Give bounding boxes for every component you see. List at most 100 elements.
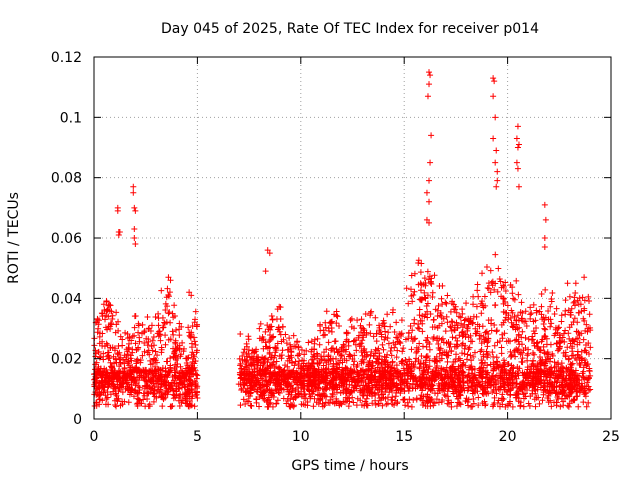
data-point: [357, 329, 364, 336]
data-point: [186, 377, 193, 384]
data-point: [321, 393, 328, 400]
data-point: [345, 338, 352, 345]
data-point: [586, 368, 593, 375]
data-point: [261, 355, 268, 362]
data-point: [424, 268, 431, 275]
data-point: [264, 397, 271, 404]
data-point: [333, 375, 340, 382]
data-point: [468, 403, 475, 410]
data-point: [284, 363, 291, 370]
data-point: [512, 337, 519, 344]
data-point: [119, 336, 126, 343]
data-point: [471, 373, 478, 380]
data-point: [547, 323, 554, 330]
data-point: [556, 382, 563, 389]
data-point: [490, 93, 497, 100]
data-point: [310, 356, 317, 363]
data-point: [276, 369, 283, 376]
data-point: [583, 362, 590, 369]
data-point: [156, 375, 163, 382]
data-point: [172, 394, 179, 401]
data-point: [507, 392, 514, 399]
data-point: [132, 207, 139, 214]
data-point: [434, 324, 441, 331]
data-point: [423, 189, 430, 196]
data-point: [176, 375, 183, 382]
data-point: [187, 333, 194, 340]
data-point: [431, 272, 438, 279]
data-point: [124, 348, 131, 355]
data-point: [295, 390, 302, 397]
data-point: [401, 375, 408, 382]
data-point: [237, 362, 244, 369]
data-point: [356, 389, 363, 396]
data-point: [269, 403, 276, 410]
data-point: [475, 293, 482, 300]
data-point: [414, 382, 421, 389]
data-point: [108, 380, 115, 387]
data-point: [111, 360, 118, 367]
data-point: [187, 334, 194, 341]
data-point: [569, 343, 576, 350]
data-point: [526, 382, 533, 389]
data-point: [412, 385, 419, 392]
data-point: [115, 351, 122, 358]
x-tick-label: 10: [292, 429, 310, 445]
data-point: [179, 339, 186, 346]
data-point: [542, 314, 549, 321]
data-point: [558, 368, 565, 375]
data-point: [398, 360, 405, 367]
data-point: [125, 344, 132, 351]
data-point: [419, 312, 426, 319]
data-point: [492, 159, 499, 166]
data-point: [186, 329, 193, 336]
data-point: [143, 335, 150, 342]
data-point: [561, 338, 568, 345]
data-point: [394, 347, 401, 354]
data-point: [500, 380, 507, 387]
data-point: [383, 401, 390, 408]
data-point: [132, 241, 139, 248]
data-point: [448, 347, 455, 354]
data-point: [541, 244, 548, 251]
data-point: [251, 357, 258, 364]
data-point: [570, 369, 577, 376]
data-point: [498, 321, 505, 328]
data-point: [493, 372, 500, 379]
data-point: [555, 324, 562, 331]
data-point: [450, 301, 457, 308]
data-point: [411, 375, 418, 382]
data-point: [513, 159, 520, 166]
data-point: [160, 324, 167, 331]
data-point: [574, 372, 581, 379]
data-point: [438, 368, 445, 375]
data-point: [332, 355, 339, 362]
data-point: [239, 353, 246, 360]
data-point: [338, 345, 345, 352]
data-point: [520, 391, 527, 398]
data-point: [361, 345, 368, 352]
data-point: [400, 345, 407, 352]
data-point: [331, 311, 338, 318]
data-point: [339, 359, 346, 366]
data-point: [551, 332, 558, 339]
data-point: [482, 383, 489, 390]
data-point: [400, 379, 407, 386]
data-point: [138, 369, 145, 376]
data-point: [405, 330, 412, 337]
data-point: [288, 359, 295, 366]
data-point: [469, 370, 476, 377]
data-point: [398, 385, 405, 392]
data-point: [300, 401, 307, 408]
data-point: [103, 340, 110, 347]
data-point: [511, 296, 518, 303]
data-point: [542, 216, 549, 223]
data-point: [137, 400, 144, 407]
data-point: [394, 399, 401, 406]
data-point: [467, 317, 474, 324]
data-point: [461, 345, 468, 352]
data-point: [408, 403, 415, 410]
data-point: [553, 389, 560, 396]
data-point: [430, 334, 437, 341]
data-point: [509, 290, 516, 297]
